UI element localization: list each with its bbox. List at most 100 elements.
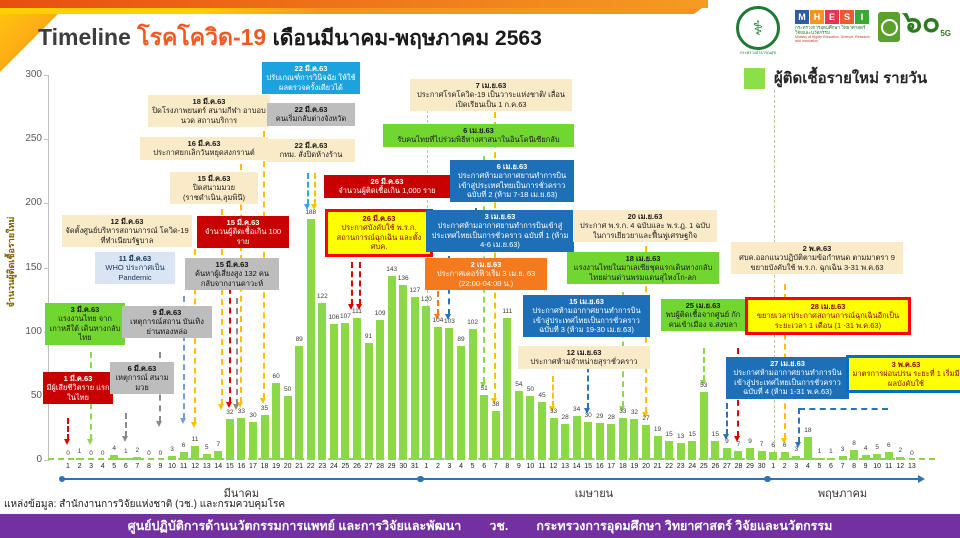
event-text: ปิดสนามมวย (ราชดำเนิน,ลุมพินี) [183,183,245,202]
connector-arrowhead [179,418,186,424]
bar [746,448,755,460]
bar-value-label: 38 [492,401,500,409]
x-tick-day-label: 29 [746,463,754,470]
x-tick-day-label: 2 [435,463,440,470]
bar [283,395,292,460]
event-text: ศบค.ออกแนวปฏิบัติตามข้อกำหนด ตามมาตรา 9 … [739,253,895,272]
x-tick-day-label: 8 [146,463,151,470]
bar [376,320,385,460]
bar-value-label: 33 [619,407,627,415]
x-tick-day-label: 11 [538,463,546,470]
bar [168,456,177,460]
connector-arrowhead [618,406,625,412]
bar-value-label: 0 [100,450,105,457]
timeline-arrow [917,475,925,483]
bar [803,436,812,460]
connector-arrow-line [307,173,309,205]
bar [480,394,489,460]
event-date: 15 มี.ค.63 [197,174,231,183]
bar [676,443,685,460]
x-tick-day-label: 12 [191,463,200,470]
x-tick-day-label: 5 [817,463,822,470]
bar [792,456,801,460]
bar-value-label: 7 [736,441,741,449]
x-tick-day-label: 5 [112,463,117,470]
event-date: 2 เม.ย.63 [470,260,502,269]
x-tick-day-label: 21 [653,463,662,470]
bar [734,451,743,460]
bar-value-label: 32 [630,408,639,416]
connector-elbow-line [799,408,888,410]
x-tick-day-label: 16 [237,463,246,470]
event-text: ปรับเกณฑ์การวินิจฉัย ให้ใช้ผลตรวจครั้งเด… [266,73,356,92]
event-box: 3 พ.ค.63 มาตรการผ่อนปรน ระยะที่ 1 เริ่มมี… [846,355,960,394]
bar-value-label: 5 [875,443,879,451]
bar-value-label: 51 [480,384,488,392]
bar [353,317,361,460]
bar [248,421,257,460]
bar-value-label: 0 [147,450,151,457]
bar [618,417,627,460]
x-tick-day-label: 18 [260,463,269,470]
event-text: เหตุการณ์สถาน บันเทิงย่านทองหล่อ [130,317,204,336]
bar-value-label: 4 [863,444,868,452]
connector-arrowhead [225,402,232,408]
bar-value-label: 50 [284,385,292,393]
connector-arrowhead [259,398,266,404]
connector-arrow-line [221,209,223,405]
bar [896,457,905,460]
event-text: จำนวนผู้ติดเชื้อเกิน 100 ราย [204,227,282,246]
connector-arrowhead [548,406,555,412]
event-text: ประกาศ พ.ร.ก. 4 ฉบับและ พ.ร.ฎ. 1 ฉบับ ใน… [580,221,710,240]
bar [780,452,789,460]
x-tick-day-label: 2 [782,463,787,470]
connector-arrow-line [359,262,361,305]
x-tick-day-label: 11 [885,463,893,470]
y-tick-label: 150 [25,261,42,273]
event-date: 11 มี.ค.63 [118,254,152,263]
bar-value-label: 0 [158,450,163,457]
bar-value-label: 3 [794,446,799,454]
bar [306,218,315,460]
x-tick-day-label: 21 [295,463,304,470]
event-date: 12 เม.ย.63 [566,348,602,357]
timeline-dot [417,476,424,482]
event-date: 22 มี.ค.63 [294,141,328,150]
x-tick-day-label: 20 [283,463,292,470]
bar-value-label: 5 [204,443,209,451]
event-date: 28 เม.ย.63 [810,302,846,311]
bar-value-label: 0 [66,450,70,457]
event-text: ประกาศห้ามอากาศยานทำการบินเข้าสู่ ประเทศ… [431,221,569,250]
bar [572,416,581,460]
mhesi-letter: I [855,10,869,24]
bar-value-label: 0 [910,450,914,457]
event-text: ประกาศห้ามอากาศยานทำการบิน เข้าสู่ประเทศ… [457,171,567,200]
x-tick-day-label: 6 [123,463,128,470]
connector-arrow-line [587,348,589,409]
moph-seal-icon: ⚕ [736,6,780,50]
x-tick-day-label: 15 [584,463,593,470]
bar-value-label: 9 [725,438,729,446]
event-date: 16 มี.ค.63 [187,139,221,148]
x-axis-baseline [48,458,935,460]
event-text: ประกาศยกเลิกวันหยุดสงกรานต์ [153,148,255,158]
connector-arrowhead [722,434,729,440]
bar-value-label: 8 [852,439,856,447]
connector-arrowhead [217,404,224,410]
av-badge-icon [878,12,900,42]
x-tick-day-label: 3 [89,463,94,470]
header-strip-yellow [0,8,702,14]
bar-value-label: 6 [771,442,775,450]
bar [75,458,84,460]
bar-value-label: 15 [665,430,673,438]
event-text: มีผู้เสียชีวิตราย แรกในไทย [46,383,110,402]
x-tick-day-label: 17 [249,463,257,470]
x-tick-day-label: 7 [840,463,845,470]
bar-value-label: 35 [260,405,269,413]
bar-value-label: 104 [432,316,444,324]
event-text: ขยายเวลาประกาศสถานการณ์ฉุกเฉินอีกเป็น ระ… [756,311,900,330]
event-text: กทม. สั่งปิดห้างร้าน [279,150,343,160]
bar-value-label: 89 [295,335,303,343]
y-tick-mark [44,203,48,205]
